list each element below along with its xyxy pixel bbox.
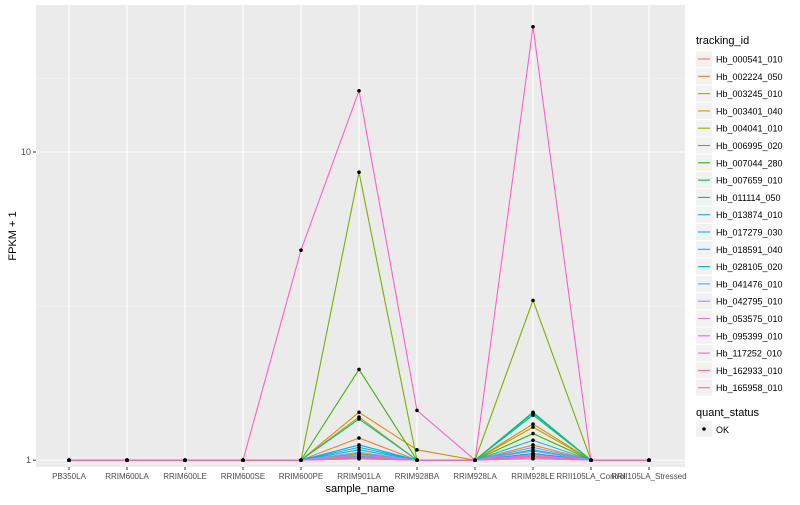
legend-label: Hb_003401_040 [716,106,783,116]
legend-title-quant-status: quant_status [696,407,759,419]
x-tick-label: RRII105LA_Stressed [611,472,686,481]
legend-label: Hb_000541_010 [716,55,783,65]
panel-background [36,5,685,467]
data-point-hb_042795_010 [531,449,535,453]
data-point-hb_165958_010 [589,458,593,462]
data-point-hb_003245_010 [415,448,419,452]
data-point-hb_165958_010 [183,458,187,462]
y-tick-label: 1 [26,455,31,465]
x-tick-label: RRIM600PE [279,472,323,481]
legend-label: Hb_162933_010 [716,366,783,376]
data-point-hb_165958_010 [67,458,71,462]
data-point-hb_165958_010 [531,457,535,461]
x-tick-label: RRII105LA_Control [556,472,626,481]
grid-layer [36,5,685,467]
data-point-hb_117252_010 [299,248,303,253]
legend-label: Hb_011114_050 [716,193,781,203]
data-point-hb_165958_010 [125,458,129,462]
data-point-hb_165958_010 [415,458,419,462]
data-point-hb_006995_020 [531,298,535,303]
x-axis-title: sample_name [325,483,394,495]
legend-label: Hb_007044_280 [716,158,783,168]
axes-layer: 1 10 PB350LA RRIM600LA RRIM600LE RRIM600SE RRI… [21,147,687,481]
x-tick-label: RRIM928LE [511,472,555,481]
legend-label: Hb_028105_020 [716,262,783,272]
data-point-hb_165958_010 [299,458,303,462]
x-tick-label: RRIM928LA [453,472,497,481]
x-tick-label: RRIM600LA [105,472,149,481]
data-point-hb_042795_010 [357,450,361,455]
legend-label: Hb_041476_010 [716,279,783,289]
data-point-hb_028105_020 [357,443,361,447]
legend-label: Hb_095399_010 [716,331,783,341]
data-point-hb_117252_010 [357,89,361,93]
data-point-hb_117252_010 [531,24,535,29]
legend-label-ok: OK [716,425,729,435]
data-point-hb_165958_010 [473,458,477,462]
x-tick-label: RRIM600LE [163,472,207,481]
data-point-hb_003245_010 [531,422,535,426]
legend-label: Hb_004041_010 [716,124,783,134]
data-point-hb_002224_050 [357,436,361,440]
legend-tracking-id: Hb_000541_010 Hb_002224_050 Hb_003245_010 H… [696,51,783,396]
data-point-hb_165958_010 [241,458,245,462]
legend-label: Hb_013874_010 [716,210,783,220]
data-point-hb_007044_280 [531,431,535,436]
legend-title-tracking-id: tracking_id [696,35,749,47]
legend-label: Hb_003245_010 [716,89,783,99]
data-point-hb_003401_040 [531,425,535,429]
data-point-hb_013874_010 [531,411,535,416]
y-axis-title: FPKM + 1 [7,211,19,260]
legend-label: Hb_006995_020 [716,141,783,151]
x-tick-label: PB350LA [52,472,86,481]
data-point-hb_053575_010 [357,453,361,457]
points-layer [67,24,651,462]
legend-label: Hb_165958_010 [716,383,783,393]
legend-point-ok [702,427,706,431]
legend-label: Hb_007659_010 [716,176,783,186]
legend-label: Hb_017279_030 [716,228,783,238]
x-tick-label: RRIM901LA [337,472,381,481]
data-point-hb_006995_020 [357,170,361,174]
data-point-hb_165958_010 [647,458,651,462]
legend-label: Hb_002224_050 [716,72,783,82]
data-point-hb_041476_010 [531,445,535,450]
data-point-hb_117252_010 [415,408,419,413]
y-tick-label: 10 [21,147,31,157]
legend-label: Hb_042795_010 [716,297,783,307]
data-point-hb_003245_010 [357,410,361,415]
data-point-hb_165958_010 [357,457,361,461]
data-point-hb_007044_280 [357,367,361,372]
legend-label: Hb_018591_040 [716,245,783,255]
legend-label: Hb_117252_010 [716,349,782,359]
x-tick-label: RRIM600SE [221,472,265,481]
data-point-hb_018591_040 [531,438,535,443]
data-point-hb_013874_010 [357,417,361,421]
x-tick-label: RRIM928BA [395,472,440,481]
data-point-hb_162933_010 [531,454,535,458]
legend-label: Hb_053575_010 [716,314,783,324]
data-point-hb_018591_040 [357,448,361,452]
legend-quant-status: OK [696,421,729,437]
